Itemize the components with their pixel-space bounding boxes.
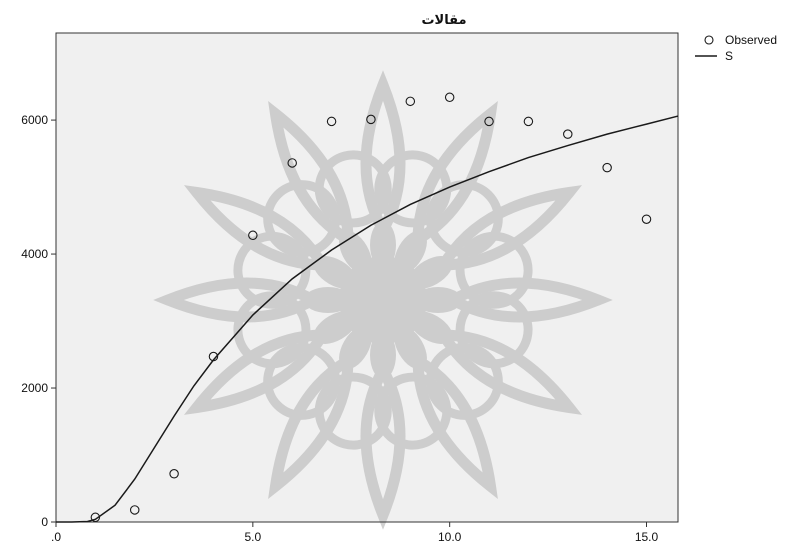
- y-tick-label: 4000: [21, 247, 48, 261]
- y-tick-label: 2000: [21, 381, 48, 395]
- y-tick-label: 0: [41, 515, 48, 529]
- series-line-s: [56, 115, 679, 523]
- observed-point: [602, 162, 612, 173]
- x-tick-label: 10.0: [438, 530, 462, 544]
- watermark-ring: [263, 342, 341, 420]
- watermark-ring: [455, 231, 533, 309]
- watermark-ring: [233, 231, 311, 309]
- observed-point: [248, 230, 258, 241]
- watermark-ring: [374, 150, 452, 228]
- observed-point: [287, 158, 297, 168]
- watermark-ring: [455, 291, 533, 369]
- observed-point: [563, 129, 573, 139]
- watermark-ring: [374, 372, 452, 450]
- x-tick-label: .0: [51, 530, 61, 544]
- x-tick-label: 15.0: [635, 530, 659, 544]
- legend-label: S: [725, 49, 733, 63]
- legend-label: Observed: [725, 33, 777, 47]
- observed-point: [366, 114, 376, 125]
- watermark-ring: [314, 150, 392, 228]
- observed-point: [169, 469, 179, 479]
- observed-point: [129, 505, 140, 515]
- watermark-ring: [233, 291, 311, 369]
- chart-title: مقالات: [421, 13, 466, 28]
- y-tick-label: 6000: [21, 113, 48, 127]
- series-layer: [56, 92, 679, 523]
- observed-point: [484, 116, 494, 127]
- legend: Observed S: [695, 33, 777, 63]
- observed-point: [405, 96, 416, 107]
- watermark-ring: [314, 372, 392, 450]
- observed-point: [523, 116, 534, 127]
- watermark-center: [339, 256, 427, 344]
- observed-point: [444, 92, 455, 103]
- legend-marker-swatch: [704, 35, 714, 45]
- watermark-ring: [263, 180, 341, 258]
- observed-point: [90, 512, 101, 523]
- axes: .0 5.0 10.0 15.0 0 2000 4000 6000: [21, 32, 679, 544]
- plot-frame: [55, 32, 679, 523]
- watermark-ring: [425, 180, 503, 258]
- observed-point: [326, 116, 337, 127]
- observed-point: [641, 214, 652, 224]
- watermark-ring: [425, 342, 503, 420]
- x-tick-label: 5.0: [244, 530, 261, 544]
